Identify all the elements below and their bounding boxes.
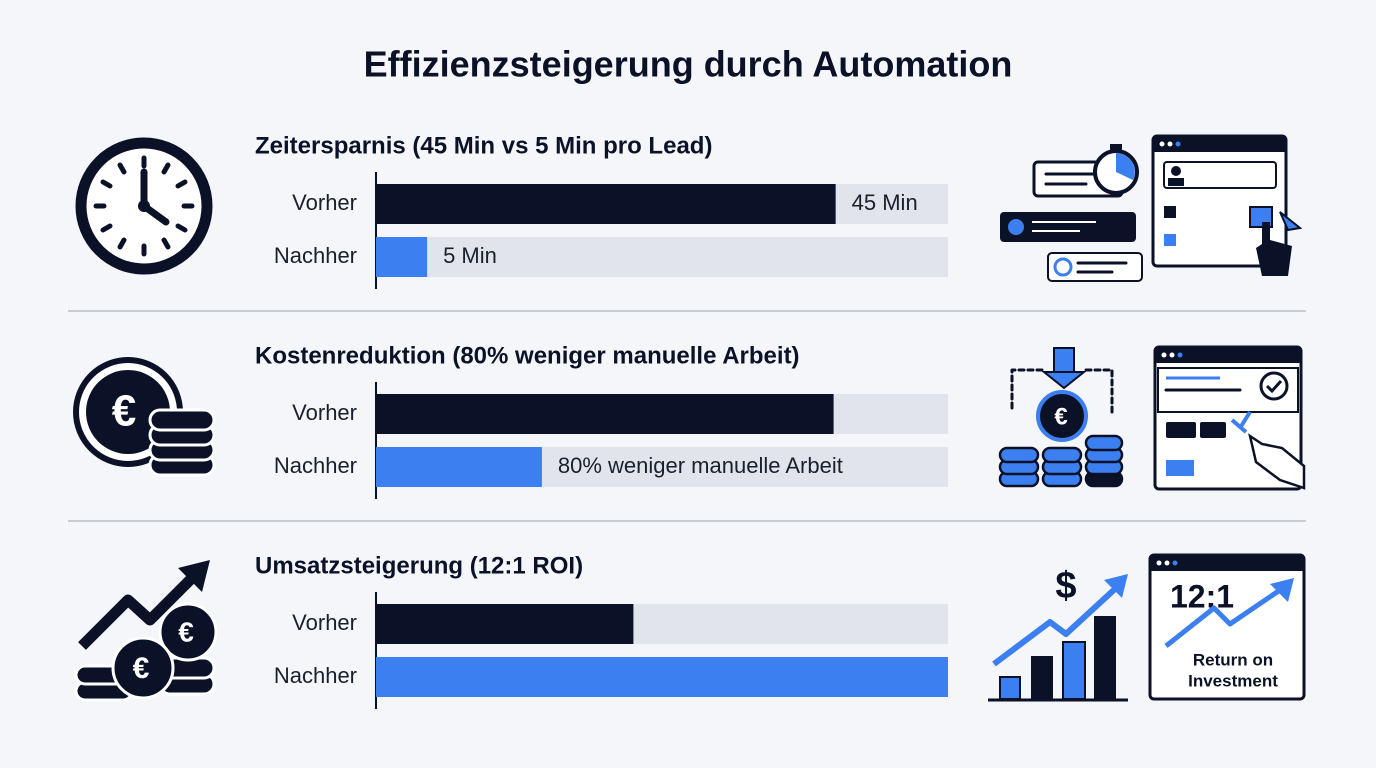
chart-title: Umsatzsteigerung (12:1 ROI)	[255, 552, 583, 579]
growth-icon: € €	[74, 560, 218, 702]
euro-symbol: €	[133, 652, 150, 685]
roi-caption: Investment	[1188, 671, 1278, 690]
value-label: 5 Min	[443, 243, 497, 268]
euro-symbol: €	[112, 387, 136, 436]
euro-symbol: €	[178, 616, 194, 647]
category-label: Nachher	[274, 453, 357, 478]
euro-coins-icon: €	[73, 357, 216, 477]
dollar-symbol: $	[1055, 565, 1076, 607]
category-label: Vorher	[292, 400, 357, 425]
bar	[376, 604, 634, 644]
workflow-icon	[1000, 134, 1303, 282]
bar	[376, 184, 836, 224]
roi-caption: Return on	[1193, 650, 1273, 669]
page-title: Effizienzsteigerung durch Automation	[364, 44, 1013, 85]
bar-annotation: 80% weniger manuelle Arbeit	[558, 453, 843, 478]
bar	[376, 447, 542, 487]
roi-ratio: 12:1	[1170, 578, 1234, 614]
category-label: Vorher	[292, 610, 357, 635]
chart-title: Kostenreduktion (80% weniger manuelle Ar…	[255, 342, 800, 369]
value-label: 45 Min	[852, 190, 918, 215]
savings-icon: €	[998, 345, 1306, 491]
category-label: Nachher	[274, 663, 357, 688]
bar	[376, 657, 948, 697]
roi-icon: $ 12:1 Return on Investment	[988, 553, 1306, 702]
bar	[376, 237, 428, 277]
chart-title: Zeitersparnis (45 Min vs 5 Min pro Lead)	[255, 132, 712, 159]
bar	[376, 394, 834, 434]
bar-track	[376, 237, 948, 277]
euro-symbol: €	[1054, 403, 1067, 430]
clock-icon	[75, 137, 213, 275]
category-label: Nachher	[274, 243, 357, 268]
category-label: Vorher	[292, 190, 357, 215]
